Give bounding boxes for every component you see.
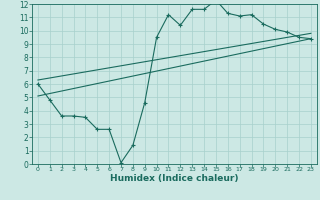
X-axis label: Humidex (Indice chaleur): Humidex (Indice chaleur) xyxy=(110,174,239,183)
